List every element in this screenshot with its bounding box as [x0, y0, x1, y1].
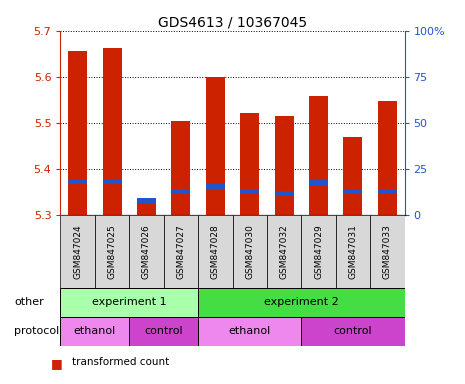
Bar: [60, 317, 129, 346]
Bar: [68, 180, 87, 184]
Text: experiment 2: experiment 2: [264, 297, 339, 308]
Text: protocol: protocol: [14, 326, 59, 336]
Text: ethanol: ethanol: [74, 326, 116, 336]
Text: ■: ■: [51, 357, 63, 370]
Bar: [137, 200, 156, 215]
Bar: [129, 317, 198, 346]
Text: control: control: [333, 326, 372, 336]
Bar: [198, 317, 301, 346]
Text: GSM847030: GSM847030: [245, 224, 254, 279]
Bar: [309, 180, 328, 185]
Bar: [103, 48, 121, 215]
Bar: [378, 101, 397, 215]
Bar: [240, 113, 259, 215]
Text: other: other: [14, 297, 44, 308]
Bar: [172, 121, 190, 215]
Bar: [198, 288, 405, 317]
FancyBboxPatch shape: [198, 215, 232, 288]
Bar: [344, 137, 362, 215]
FancyBboxPatch shape: [370, 215, 405, 288]
Bar: [103, 180, 121, 184]
FancyBboxPatch shape: [232, 215, 267, 288]
FancyBboxPatch shape: [267, 215, 301, 288]
FancyBboxPatch shape: [60, 215, 95, 288]
FancyBboxPatch shape: [336, 215, 370, 288]
Text: GSM847028: GSM847028: [211, 224, 220, 279]
Bar: [68, 51, 87, 215]
Bar: [344, 190, 362, 194]
Text: experiment 1: experiment 1: [92, 297, 166, 308]
Bar: [60, 288, 198, 317]
Bar: [240, 189, 259, 194]
FancyBboxPatch shape: [164, 215, 198, 288]
Bar: [309, 96, 328, 215]
Text: GSM847025: GSM847025: [107, 224, 117, 279]
Bar: [206, 77, 225, 215]
Bar: [137, 198, 156, 203]
Text: GSM847031: GSM847031: [348, 224, 358, 279]
Bar: [172, 189, 190, 194]
Bar: [378, 189, 397, 194]
Text: GSM847024: GSM847024: [73, 224, 82, 279]
Text: ethanol: ethanol: [229, 326, 271, 336]
Text: GSM847033: GSM847033: [383, 224, 392, 279]
Text: GSM847029: GSM847029: [314, 224, 323, 279]
FancyBboxPatch shape: [95, 215, 129, 288]
Text: control: control: [144, 326, 183, 336]
Text: GSM847026: GSM847026: [142, 224, 151, 279]
FancyBboxPatch shape: [129, 215, 164, 288]
Bar: [206, 184, 225, 189]
Text: GSM847027: GSM847027: [176, 224, 186, 279]
Bar: [275, 190, 293, 195]
Text: transformed count: transformed count: [72, 357, 169, 367]
Bar: [301, 317, 405, 346]
Bar: [275, 116, 293, 215]
FancyBboxPatch shape: [301, 215, 336, 288]
Text: GDS4613 / 10367045: GDS4613 / 10367045: [158, 15, 307, 29]
Text: GSM847032: GSM847032: [279, 224, 289, 279]
